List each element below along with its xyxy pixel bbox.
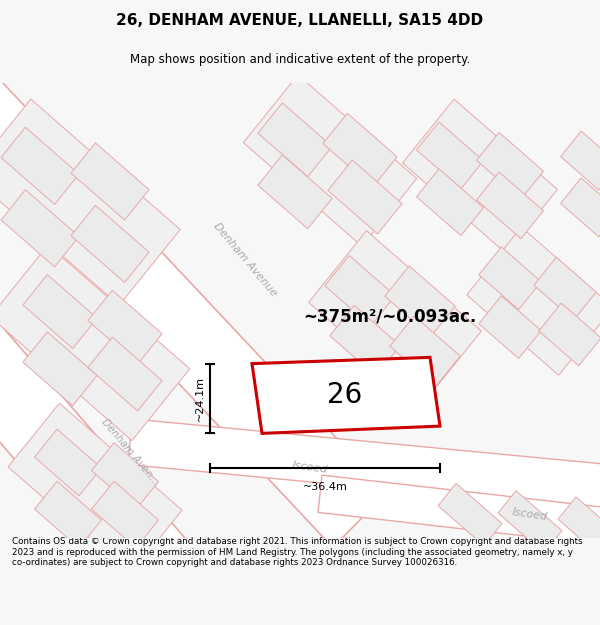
Polygon shape: [438, 483, 502, 546]
Polygon shape: [558, 497, 600, 559]
Text: Iscoed: Iscoed: [512, 507, 548, 522]
Polygon shape: [323, 113, 397, 187]
Polygon shape: [328, 160, 402, 234]
Polygon shape: [385, 266, 455, 336]
Polygon shape: [308, 231, 481, 403]
Polygon shape: [258, 103, 332, 177]
Polygon shape: [252, 357, 440, 433]
Polygon shape: [1, 127, 79, 204]
Polygon shape: [416, 122, 484, 189]
Polygon shape: [403, 99, 557, 253]
Polygon shape: [0, 99, 180, 306]
Polygon shape: [244, 75, 416, 246]
Text: Denham Aven…: Denham Aven…: [99, 417, 161, 488]
Text: Contains OS data © Crown copyright and database right 2021. This information is : Contains OS data © Crown copyright and d…: [12, 538, 583, 568]
Polygon shape: [0, 264, 308, 625]
Polygon shape: [318, 475, 600, 549]
Polygon shape: [258, 155, 332, 229]
Text: Iscoed: Iscoed: [292, 460, 328, 475]
Polygon shape: [1, 190, 79, 267]
Polygon shape: [560, 178, 600, 237]
Text: 26: 26: [328, 381, 362, 409]
Polygon shape: [479, 296, 541, 359]
Polygon shape: [71, 205, 149, 282]
Polygon shape: [467, 227, 600, 375]
Polygon shape: [92, 442, 158, 509]
Text: ~375m²/~0.093ac.: ~375m²/~0.093ac.: [304, 308, 476, 326]
Text: ~24.1m: ~24.1m: [195, 376, 205, 421]
Polygon shape: [0, 245, 190, 441]
Polygon shape: [416, 169, 484, 236]
Polygon shape: [330, 306, 400, 376]
Polygon shape: [560, 131, 600, 190]
Polygon shape: [8, 403, 182, 574]
Text: Denham Avenue: Denham Avenue: [211, 221, 278, 298]
Polygon shape: [88, 337, 162, 411]
Polygon shape: [498, 491, 562, 553]
Polygon shape: [325, 256, 395, 326]
Polygon shape: [539, 303, 600, 366]
Polygon shape: [35, 481, 101, 548]
Text: 26, DENHAM AVENUE, LLANELLI, SA15 4DD: 26, DENHAM AVENUE, LLANELLI, SA15 4DD: [116, 13, 484, 28]
Text: ~36.4m: ~36.4m: [302, 482, 347, 492]
Polygon shape: [0, 24, 387, 548]
Polygon shape: [35, 429, 101, 496]
Text: Map shows position and indicative extent of the property.: Map shows position and indicative extent…: [130, 53, 470, 66]
Polygon shape: [23, 274, 97, 349]
Polygon shape: [23, 332, 97, 406]
Polygon shape: [128, 419, 600, 511]
Polygon shape: [476, 172, 544, 239]
Polygon shape: [71, 143, 149, 220]
Polygon shape: [479, 247, 541, 309]
Polygon shape: [534, 258, 596, 320]
Polygon shape: [92, 481, 158, 548]
Polygon shape: [476, 132, 544, 199]
Polygon shape: [88, 290, 162, 364]
Polygon shape: [390, 316, 460, 386]
